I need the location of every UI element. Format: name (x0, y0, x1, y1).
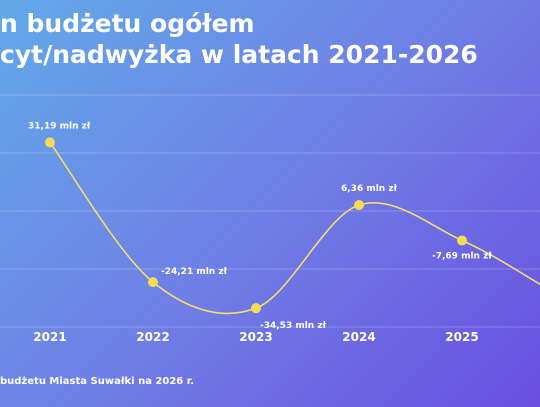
data-point-2023 (251, 303, 261, 314)
source-note: budżetu Miasta Suwałki na 2026 r. (0, 376, 195, 387)
chart-title-line-1: n budżetu ogółem (0, 9, 255, 38)
chart-title: n budżetu ogółem cyt/nadwyżka w latach 2… (0, 8, 540, 70)
x-tick-2023: 2023 (239, 330, 272, 344)
data-point-2021 (45, 137, 55, 148)
data-label-2024: 6,36 mln zł (341, 184, 398, 194)
data-point-2025 (457, 235, 467, 246)
x-tick-2021: 2021 (33, 330, 66, 344)
gridlines (0, 94, 540, 328)
x-axis-ticks: 2021 2022 2023 2024 2025 (33, 330, 478, 344)
data-points (45, 137, 467, 314)
chart-title-line-2: cyt/nadwyżka w latach 2021-2026 (0, 40, 478, 69)
data-point-2022 (148, 277, 158, 288)
x-tick-2022: 2022 (136, 330, 169, 344)
data-label-2021: 31,19 mln zł (28, 121, 91, 131)
x-tick-2025: 2025 (445, 330, 478, 344)
data-label-2025: -7,69 mln zł (432, 251, 492, 261)
data-labels: 31,19 mln zł -24,21 mln zł -34,53 mln zł 6,… (28, 121, 492, 331)
data-point-2024 (354, 200, 364, 211)
x-tick-2024: 2024 (342, 330, 375, 344)
data-label-2023: -34,53 mln zł (260, 321, 327, 331)
data-label-2022: -24,21 mln zł (161, 267, 228, 277)
series-line (49, 141, 540, 315)
